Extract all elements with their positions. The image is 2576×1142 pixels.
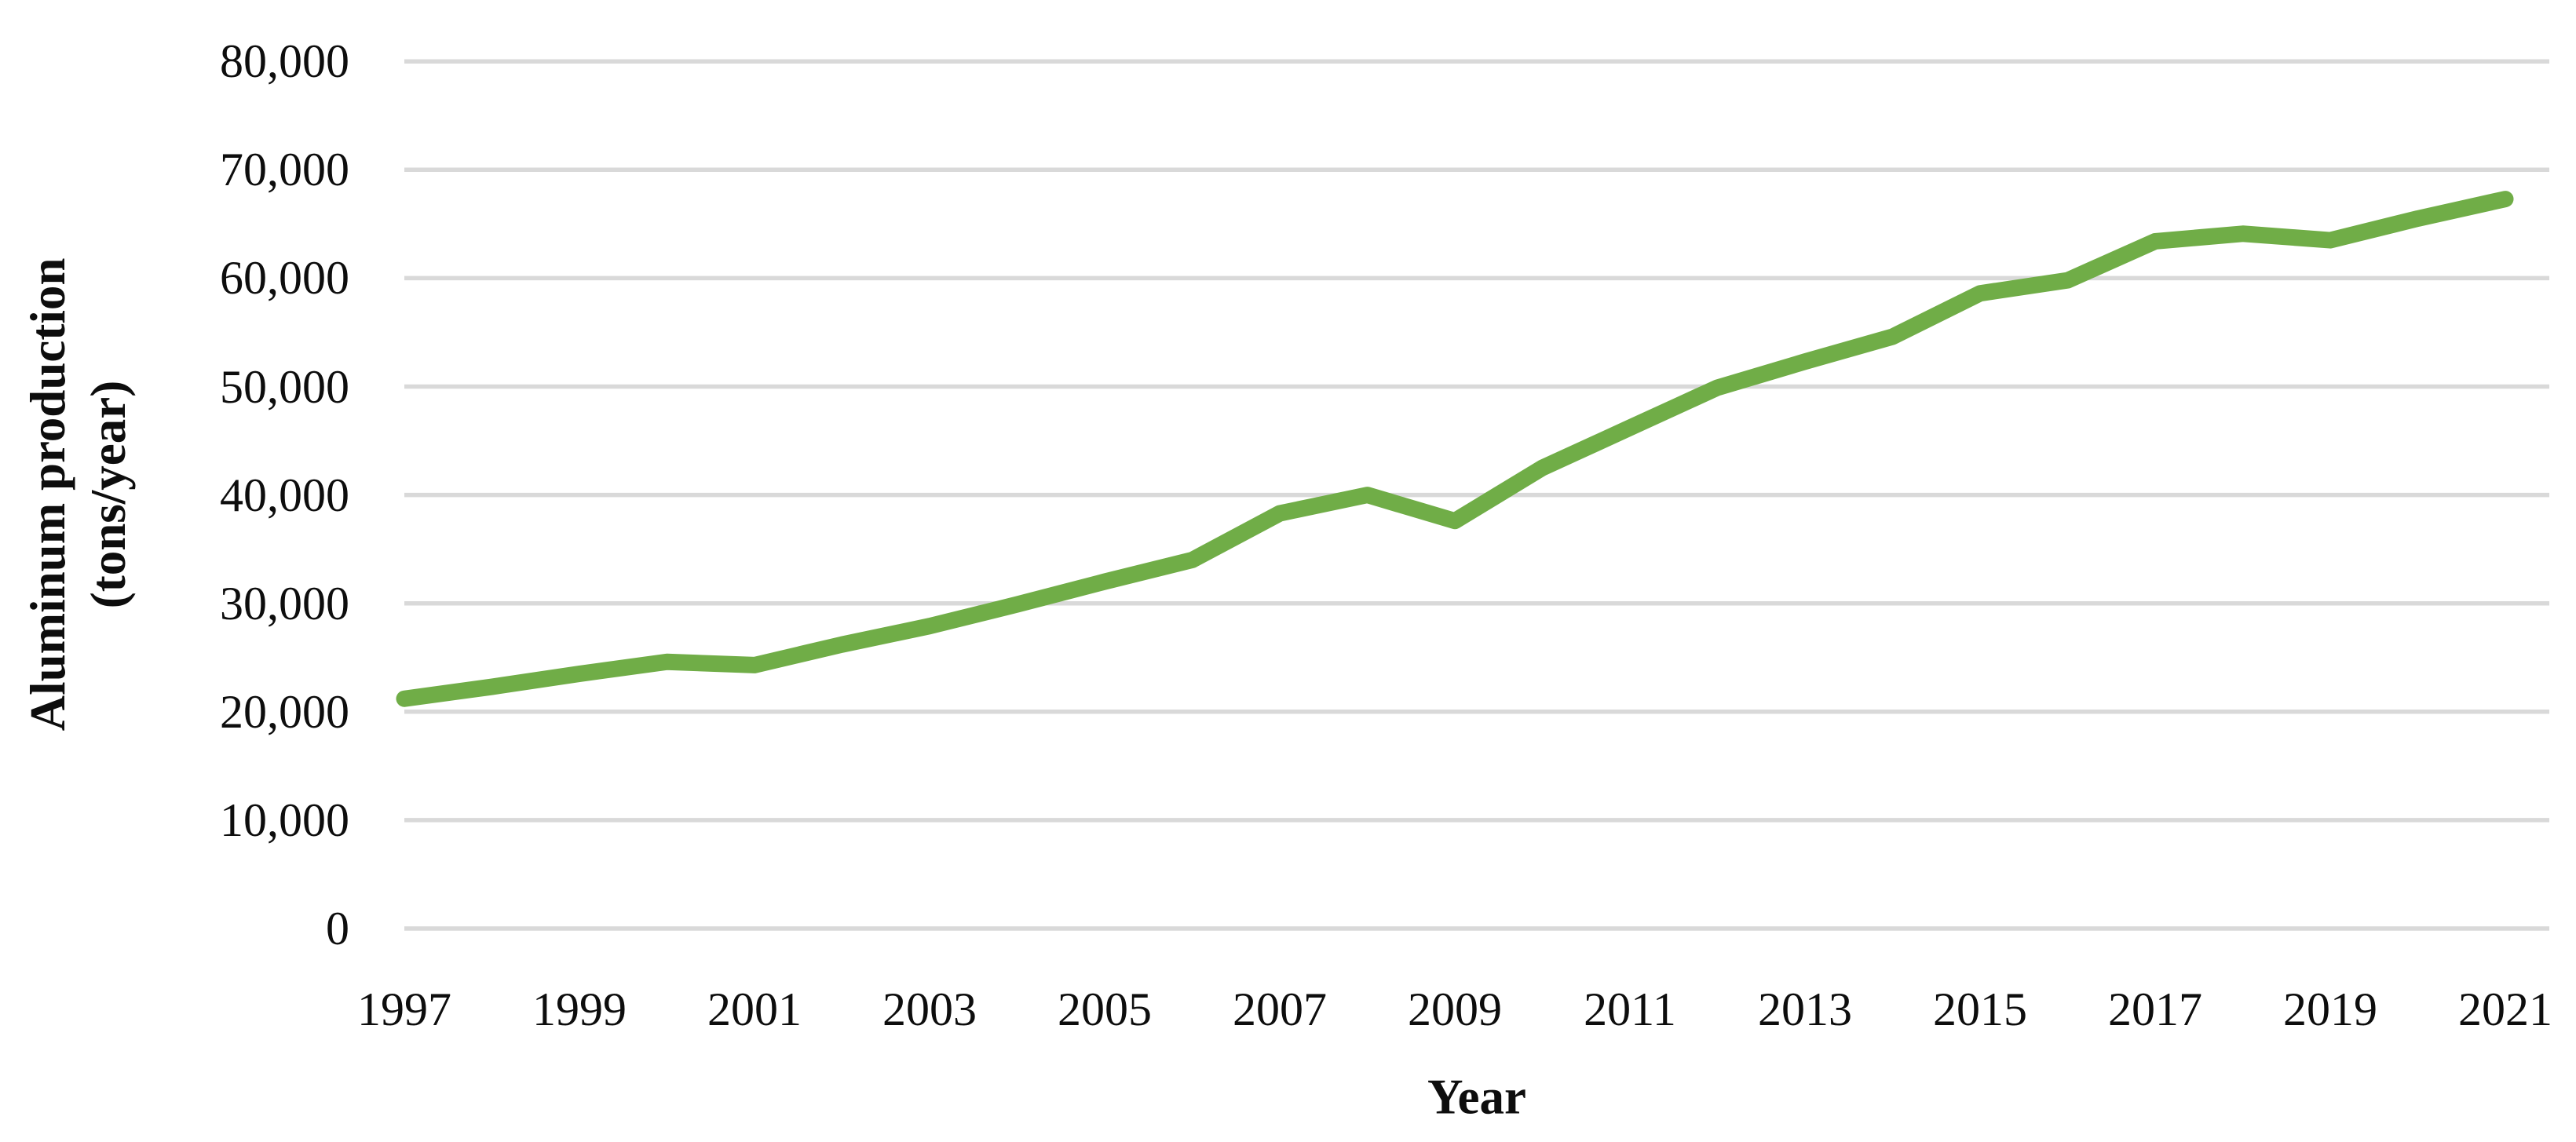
x-tick-label-2007: 2007 bbox=[1233, 983, 1327, 1035]
y-tick-label-30000: 30,000 bbox=[220, 577, 349, 629]
x-tick-label-1999: 1999 bbox=[532, 983, 627, 1035]
x-tick-label-2013: 2013 bbox=[1758, 983, 1852, 1035]
y-tick-label-0: 0 bbox=[326, 903, 349, 954]
y-axis-title-line1: Aluminum production bbox=[20, 257, 75, 732]
x-axis-title: Year bbox=[1427, 1069, 1526, 1125]
y-tick-label-60000: 60,000 bbox=[220, 252, 349, 305]
y-tick-label-50000: 50,000 bbox=[220, 360, 349, 413]
production-line-series bbox=[396, 191, 2514, 707]
x-tick-label-2017: 2017 bbox=[2108, 983, 2202, 1035]
x-tick-label-1997: 1997 bbox=[357, 983, 451, 1035]
y-tick-label-70000: 70,000 bbox=[220, 144, 349, 196]
x-tick-label-2019: 2019 bbox=[2283, 983, 2377, 1035]
x-tick-label-2009: 2009 bbox=[1408, 983, 1502, 1035]
y-tick-label-10000: 10,000 bbox=[220, 794, 349, 846]
x-tick-label-2005: 2005 bbox=[1058, 983, 1152, 1035]
x-tick-label-2021: 2021 bbox=[2458, 983, 2552, 1035]
y-tick-label-40000: 40,000 bbox=[220, 469, 349, 521]
x-tick-label-2015: 2015 bbox=[1933, 983, 2027, 1035]
y-tick-label-80000: 80,000 bbox=[220, 35, 349, 88]
x-tick-label-2011: 2011 bbox=[1584, 983, 1676, 1035]
x-tick-label-2001: 2001 bbox=[707, 983, 802, 1035]
x-tick-label-2003: 2003 bbox=[882, 983, 977, 1035]
y-tick-label-20000: 20,000 bbox=[220, 685, 349, 738]
